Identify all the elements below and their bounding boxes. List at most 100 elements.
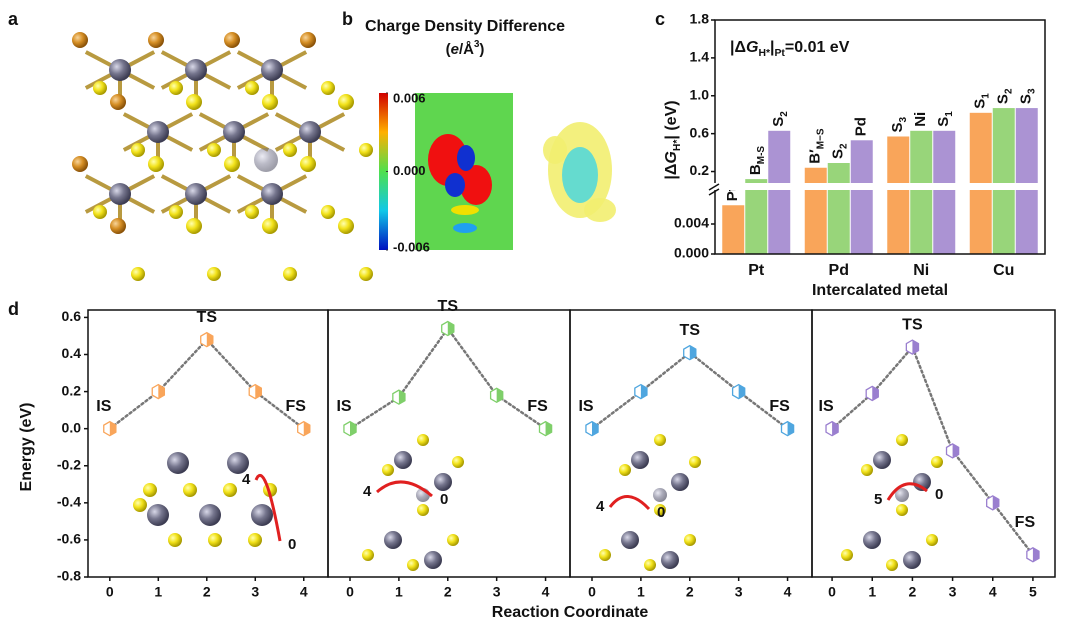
state-marker (103, 420, 117, 437)
atom (183, 483, 197, 497)
inset-label: 5 (874, 491, 882, 508)
state-marker (683, 344, 697, 361)
bar-label: S1 (972, 93, 992, 109)
marker-fill (255, 384, 262, 399)
bar (745, 179, 768, 254)
marker-fill (592, 421, 599, 436)
marker-fill (872, 386, 879, 401)
break-mark (708, 183, 720, 191)
state-marker (825, 420, 839, 437)
atom (245, 81, 259, 95)
colorbar-tick-label: 0.000 (393, 163, 426, 178)
inset-label: 0 (657, 504, 665, 521)
atom (299, 121, 321, 143)
x-tick-label: 0 (346, 584, 354, 600)
atom (168, 533, 182, 547)
x-tick-label: 2 (686, 584, 694, 600)
label-run: H* (758, 48, 771, 59)
atom (72, 32, 88, 48)
atom (599, 549, 611, 561)
bar-label: S2 (830, 143, 850, 159)
state-marker (945, 443, 960, 459)
state-label: IS (336, 398, 351, 415)
bar-label: S3 (889, 116, 909, 132)
atom (167, 452, 189, 474)
x-tick-label: 2 (203, 584, 211, 600)
atom (300, 32, 316, 48)
bar-label-sub: M−S (816, 128, 827, 149)
atom (245, 205, 259, 219)
marker-fill (832, 421, 839, 436)
isosurface (543, 136, 567, 164)
marker-fill (398, 390, 405, 405)
atom (148, 32, 164, 48)
x-tick-label: 1 (637, 584, 645, 600)
x-tick-label: 1 (154, 584, 162, 600)
state-marker (585, 420, 599, 437)
marker-fill (109, 421, 116, 436)
atom (143, 483, 157, 497)
state-marker (780, 420, 795, 437)
label-run: /Å (459, 41, 474, 58)
bar (827, 163, 850, 254)
axis-break (713, 183, 1045, 190)
atom (654, 434, 666, 446)
state-marker (248, 383, 262, 400)
atom (169, 81, 183, 95)
atom (110, 218, 126, 234)
x-tick-label: 3 (493, 584, 501, 600)
atom (262, 94, 278, 110)
bar-label: S2 (770, 111, 790, 127)
atom (896, 434, 908, 446)
label-run: Pt (774, 48, 785, 59)
atom (223, 121, 245, 143)
state-label: FS (527, 398, 548, 415)
atom (227, 452, 249, 474)
state-label: FS (1015, 514, 1036, 531)
bar-label-main: B (747, 164, 764, 175)
x-tick-label: Cu (993, 262, 1014, 279)
atom (926, 534, 938, 546)
y-tick-label: 0.0 (62, 419, 82, 435)
atom (261, 183, 283, 205)
x-tick-label: Ni (913, 262, 929, 279)
state-label: IS (578, 398, 593, 415)
marker-fill (350, 421, 357, 436)
atom (109, 59, 131, 81)
atom (359, 267, 373, 281)
bar-label-sub: 3 (1027, 88, 1038, 94)
inset-label: 0 (288, 536, 296, 553)
atom (644, 559, 656, 571)
bar (1015, 108, 1038, 254)
bar-label-main: S (995, 94, 1012, 104)
bar (850, 140, 873, 254)
atom (283, 267, 297, 281)
state-marker (343, 420, 357, 437)
atom (452, 456, 464, 468)
y-tick-label: -0.8 (57, 568, 81, 584)
density-lobe (445, 173, 465, 197)
atom (147, 121, 169, 143)
state-label: TS (438, 298, 459, 315)
y-tick-label: 0.2 (690, 162, 710, 178)
bar (722, 205, 745, 254)
atom (185, 59, 207, 81)
bar-label: Ni (912, 112, 929, 127)
atom (131, 143, 145, 157)
atom (261, 59, 283, 81)
bar-label: S1 (935, 111, 955, 127)
atom (895, 488, 909, 502)
state-label: TS (680, 322, 701, 339)
label-run: H* (672, 139, 683, 152)
bar (804, 167, 827, 254)
rich-label: |ΔGH*| (eV) (663, 100, 683, 179)
y-tick-label: -0.6 (57, 531, 81, 547)
atom (886, 559, 898, 571)
inset-label: 4 (363, 483, 372, 500)
state-marker (905, 339, 920, 355)
energy-path (830, 344, 1035, 556)
state-marker (1026, 546, 1040, 563)
label-run: 3 (474, 39, 480, 50)
atom (621, 531, 639, 549)
density-lobe (453, 223, 477, 233)
